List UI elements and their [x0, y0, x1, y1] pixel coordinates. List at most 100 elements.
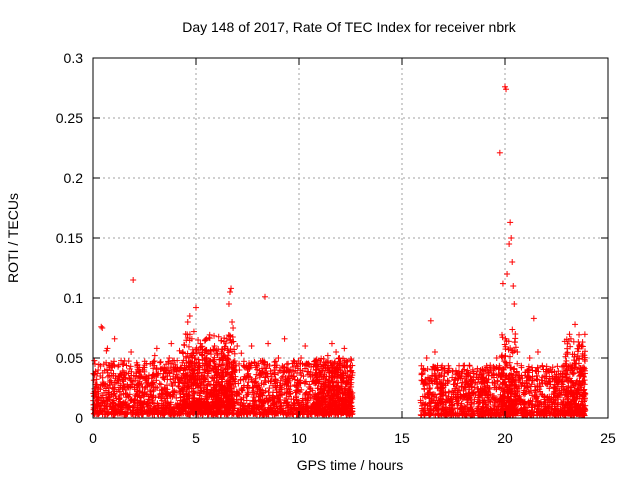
y-tick-label: 0.15	[56, 230, 83, 246]
data-point-band-3	[460, 362, 467, 369]
data-point-band-3	[554, 363, 561, 370]
data-point	[281, 335, 288, 342]
y-tick-label: 0.1	[64, 290, 84, 306]
data-point-band-0	[174, 357, 181, 364]
y-tick-label: 0.3	[64, 50, 84, 66]
data-point	[512, 331, 519, 337]
x-tick-label: 0	[89, 430, 97, 446]
data-point-band-4	[506, 359, 513, 366]
data-point-band-0	[274, 393, 281, 400]
data-point-band-0	[252, 375, 259, 382]
data-point	[298, 355, 305, 361]
data-point-band-0	[303, 378, 310, 385]
data-point-band-0	[150, 358, 157, 365]
data-point	[111, 335, 118, 342]
data-point-band-0	[240, 358, 247, 365]
data-point	[98, 323, 105, 330]
data-points	[90, 83, 589, 419]
data-point	[238, 350, 245, 357]
x-tick-label: 20	[497, 430, 513, 446]
data-point-band-0	[149, 399, 156, 406]
data-point-band-0	[278, 391, 285, 398]
data-point	[427, 317, 434, 324]
data-point	[508, 235, 515, 241]
data-point-band-3	[418, 371, 425, 378]
data-point-band-0	[239, 387, 246, 394]
data-point-band-0	[301, 379, 308, 386]
data-point-band-0	[272, 358, 279, 365]
data-point	[275, 355, 282, 361]
y-tick-label: 0.05	[56, 350, 83, 366]
data-point-band-4	[498, 353, 505, 360]
data-point-band-0	[302, 390, 309, 397]
data-point	[207, 347, 214, 354]
x-axis-label: GPS time / hours	[297, 457, 404, 473]
data-point	[506, 241, 513, 247]
data-point	[302, 343, 309, 349]
data-point-band-0	[119, 376, 126, 383]
data-point-band-0	[235, 380, 242, 387]
data-point-band-1	[226, 332, 233, 339]
data-point	[499, 280, 506, 287]
data-point-band-0	[268, 373, 275, 380]
data-point	[226, 289, 233, 295]
data-point-band-0	[309, 387, 316, 394]
data-point-band-0	[130, 378, 137, 385]
data-point-band-0	[253, 371, 260, 378]
data-point	[509, 259, 516, 265]
y-tick-label: 0.2	[64, 170, 84, 186]
data-point	[230, 325, 237, 331]
data-point-band-5	[566, 331, 573, 338]
data-point	[496, 149, 503, 156]
data-point	[248, 343, 255, 349]
x-tick-label: 5	[192, 430, 200, 446]
data-point-band-0	[304, 368, 311, 375]
data-point-band-5	[576, 331, 583, 338]
data-point-band-0	[162, 398, 169, 405]
data-point	[193, 304, 199, 311]
y-tick-label: 0.25	[56, 110, 83, 126]
data-point-band-0	[118, 391, 125, 398]
data-point-band-3	[421, 386, 428, 393]
data-point-band-4	[509, 326, 516, 333]
data-point-band-0	[115, 363, 122, 370]
data-point-band-0	[245, 379, 252, 386]
data-point-band-0	[97, 386, 104, 393]
x-tick-label: 15	[394, 430, 410, 446]
data-point	[229, 319, 236, 325]
data-point-band-0	[294, 388, 301, 395]
data-point	[151, 352, 158, 359]
data-point	[184, 319, 191, 325]
data-point	[504, 271, 511, 277]
data-point-band-0	[243, 397, 250, 404]
data-point-band-0	[293, 394, 300, 401]
data-point-band-0	[267, 368, 274, 375]
data-point-band-5	[575, 338, 582, 345]
data-point-band-0	[240, 376, 247, 383]
data-point-band-0	[127, 363, 134, 370]
data-point-band-0	[287, 390, 294, 397]
data-point-band-0	[119, 367, 126, 374]
data-point-band-0	[274, 379, 281, 386]
data-point-band-4	[511, 339, 518, 346]
data-point-band-0	[157, 359, 164, 366]
data-point	[341, 345, 348, 352]
data-point-band-0	[263, 370, 270, 377]
data-point-band-0	[280, 369, 287, 376]
data-point-band-0	[271, 358, 278, 365]
data-point-band-0	[125, 358, 132, 365]
data-point-band-0	[156, 380, 163, 387]
data-point	[534, 349, 541, 355]
data-point-band-0	[91, 357, 98, 364]
data-point-band-5	[581, 331, 588, 338]
data-point	[265, 340, 272, 347]
data-point-band-0	[153, 377, 160, 384]
x-tick-label: 25	[600, 430, 616, 446]
data-point	[157, 381, 164, 388]
data-point-band-3	[539, 363, 546, 370]
data-point-band-0	[157, 358, 164, 365]
data-point	[99, 325, 106, 331]
data-point-band-0	[237, 396, 244, 403]
data-point-band-1	[179, 348, 186, 355]
